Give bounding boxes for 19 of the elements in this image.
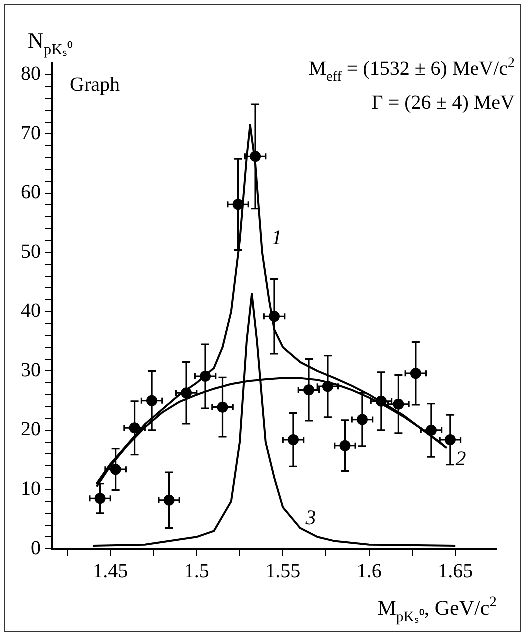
y-tick-label: 70	[21, 122, 41, 144]
y-tick-label: 10	[21, 478, 41, 500]
annotation: 1	[272, 226, 282, 250]
y-tick-label: 60	[21, 182, 41, 204]
annotation: 2	[456, 446, 467, 471]
x-tick-label: 1.55	[266, 560, 301, 582]
annotation: Graph	[70, 74, 120, 96]
y-tick-label: 0	[31, 537, 41, 560]
x-tick-label: 1.65	[438, 560, 474, 582]
annotation: 3	[304, 506, 316, 530]
annotation: Γ = (26 ± 4) MeV	[372, 92, 516, 114]
y-tick-label: 80	[21, 63, 41, 86]
y-tick-label: 40	[21, 300, 41, 322]
y-tick-label: 20	[21, 418, 41, 441]
x-tick-label: 1.6	[356, 560, 382, 582]
x-tick-label: 1.5	[184, 560, 210, 582]
y-tick-label: 50	[21, 240, 41, 263]
x-tick-label: 1.45	[93, 560, 128, 582]
y-tick-label: 30	[21, 359, 41, 382]
